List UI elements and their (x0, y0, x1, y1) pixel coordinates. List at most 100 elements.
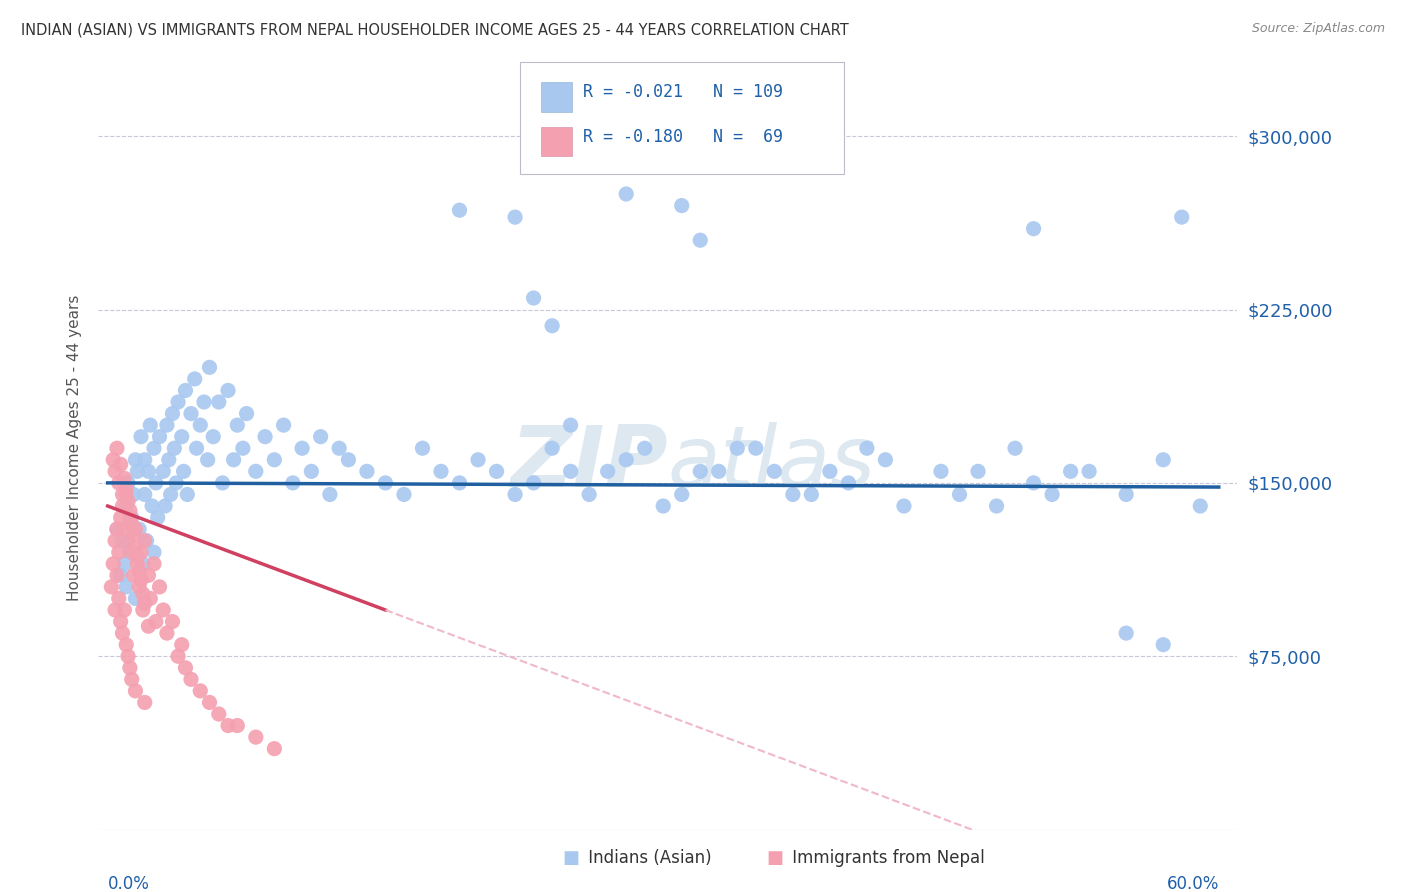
Point (309, 430, 332, 444)
Point (523, 475, 546, 490)
Point (111, 626, 134, 640)
Point (127, 549, 149, 564)
Point (1170, 210, 1192, 224)
Point (1004, 441, 1026, 455)
Point (132, 603, 155, 617)
Point (986, 499, 1008, 513)
Point (235, 407, 257, 421)
Point (232, 441, 254, 455)
Point (208, 395, 231, 409)
Point (222, 452, 245, 467)
Point (118, 661, 141, 675)
Point (967, 464, 990, 478)
Point (124, 541, 146, 555)
Point (162, 407, 184, 421)
Point (1189, 499, 1212, 513)
Point (263, 741, 285, 756)
Text: ZIP: ZIP (510, 422, 668, 505)
Point (163, 441, 186, 455)
Point (112, 603, 135, 617)
Point (118, 545, 141, 559)
Point (112, 557, 135, 571)
Point (180, 673, 202, 687)
Point (112, 471, 135, 485)
Point (449, 203, 471, 218)
Point (198, 360, 221, 375)
Point (226, 418, 249, 433)
Point (162, 615, 184, 629)
Point (112, 522, 135, 536)
Point (134, 452, 156, 467)
Point (856, 441, 879, 455)
Point (188, 418, 211, 433)
Point (211, 475, 233, 490)
Text: R = -0.180   N =  69: R = -0.180 N = 69 (583, 128, 783, 145)
Point (135, 533, 157, 548)
Point (560, 418, 582, 433)
Point (198, 695, 221, 709)
Point (121, 545, 143, 559)
Point (104, 533, 127, 548)
Text: atlas: atlas (668, 422, 876, 505)
Point (110, 510, 132, 524)
Point (893, 499, 915, 513)
Point (117, 475, 139, 490)
Point (129, 430, 152, 444)
Point (124, 684, 146, 698)
Point (652, 499, 675, 513)
Point (134, 695, 156, 709)
Point (138, 619, 160, 633)
Point (115, 638, 138, 652)
Text: Immigrants from Nepal: Immigrants from Nepal (787, 849, 986, 867)
Point (124, 591, 146, 606)
Point (115, 499, 138, 513)
Point (122, 487, 145, 501)
Point (745, 441, 768, 455)
Point (143, 557, 166, 571)
Point (356, 464, 378, 478)
Point (127, 464, 149, 478)
Point (725, 441, 748, 455)
Point (245, 730, 267, 744)
Point (467, 452, 489, 467)
Point (103, 452, 125, 467)
Point (103, 557, 125, 571)
Point (138, 464, 160, 478)
Point (100, 580, 122, 594)
Point (107, 591, 129, 606)
Point (107, 545, 129, 559)
Point (115, 487, 138, 501)
Point (948, 487, 970, 501)
Point (176, 487, 198, 501)
Point (411, 441, 433, 455)
Point (170, 638, 193, 652)
Point (202, 430, 225, 444)
Point (596, 464, 619, 478)
Point (1059, 464, 1081, 478)
Point (153, 499, 176, 513)
Point (122, 568, 145, 582)
Point (117, 533, 139, 548)
Point (117, 649, 139, 664)
Point (263, 452, 285, 467)
Point (141, 499, 163, 513)
Point (1115, 487, 1137, 501)
Point (111, 499, 134, 513)
Point (186, 441, 208, 455)
Point (319, 487, 342, 501)
Point (128, 522, 150, 536)
Text: 60.0%: 60.0% (1167, 875, 1219, 892)
Point (145, 475, 167, 490)
Point (105, 441, 128, 455)
Point (614, 186, 637, 201)
Point (374, 475, 396, 490)
Point (449, 475, 471, 490)
Point (115, 580, 138, 594)
Point (430, 464, 453, 478)
Point (134, 596, 156, 610)
Point (818, 464, 841, 478)
Text: Indians (Asian): Indians (Asian) (583, 849, 711, 867)
Point (541, 318, 564, 333)
Point (118, 503, 141, 517)
Point (503, 487, 526, 501)
